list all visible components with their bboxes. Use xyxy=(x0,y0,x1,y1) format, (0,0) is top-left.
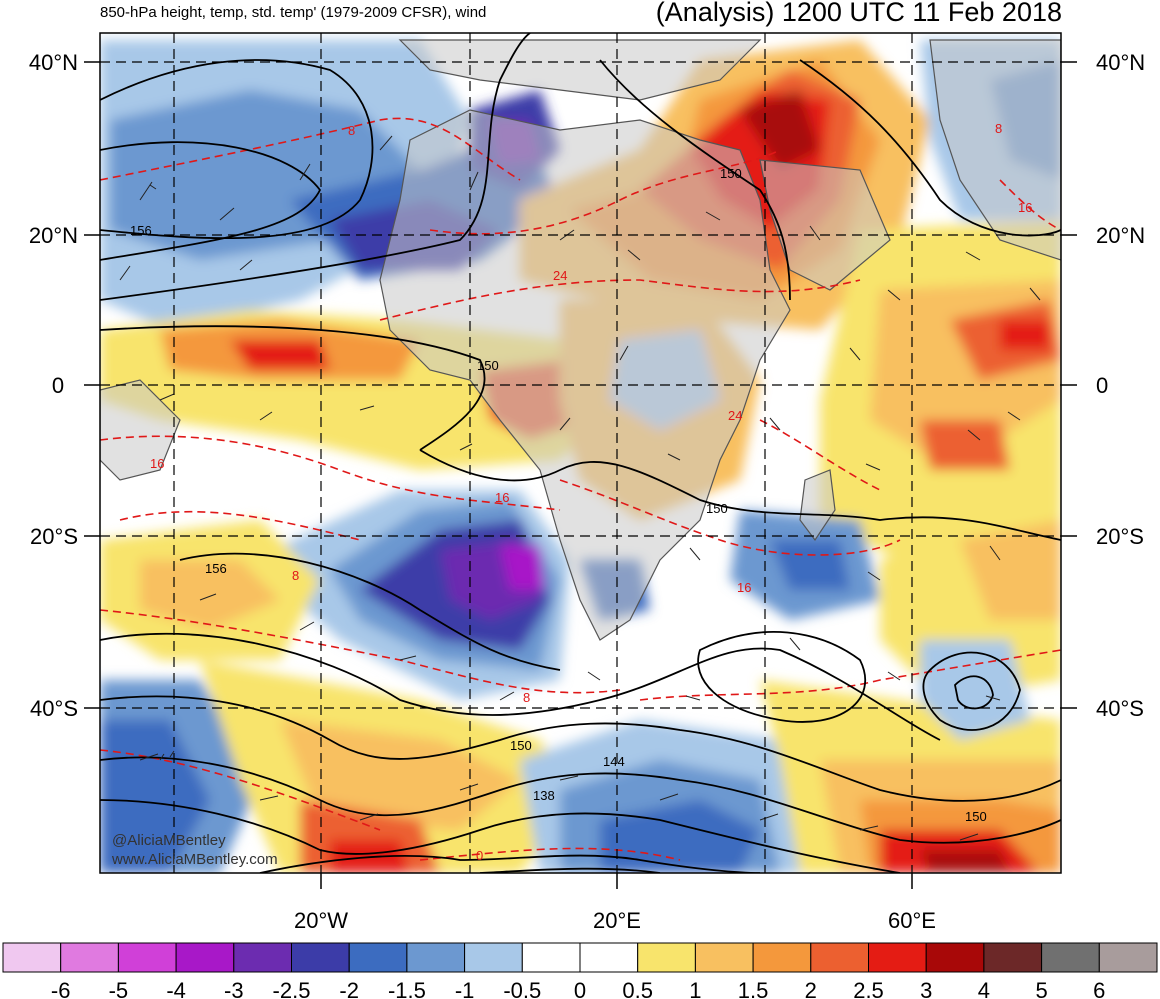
temp-label: 0 xyxy=(476,848,483,863)
temp-label: 16 xyxy=(737,580,751,595)
map-title-left: 850-hPa height, temp, std. temp' (1979-2… xyxy=(100,4,487,21)
colorbar-label: 5 xyxy=(1035,978,1047,999)
colorbar-swatch xyxy=(579,942,639,973)
colorbar-label: 2 xyxy=(805,978,817,999)
colorbar-swatch xyxy=(60,942,119,973)
height-label: 156 xyxy=(130,223,152,238)
lat-label: 20°N xyxy=(29,223,78,248)
lat-label: 40°S xyxy=(30,696,78,721)
colorbar-swatch xyxy=(406,942,466,973)
colorbar-label: -5 xyxy=(109,978,129,999)
colorbar-swatch xyxy=(1041,942,1100,973)
temp-label: 16 xyxy=(150,456,164,471)
height-label: 150 xyxy=(510,738,532,753)
colorbar-swatch xyxy=(175,942,235,973)
temp-label: 16 xyxy=(1018,200,1032,215)
colorbar-swatch xyxy=(752,942,812,973)
lat-label: 40°N xyxy=(29,50,78,75)
lat-label: 20°S xyxy=(1096,524,1144,549)
lat-labels-right: 40°N 20°N 0 20°S 40°S xyxy=(1096,50,1145,721)
lat-labels-left: 40°N 20°N 0 20°S 40°S xyxy=(29,50,78,721)
height-label: 150 xyxy=(477,358,499,373)
credits: @AliciaMBentley www.AliciaMBentley.com xyxy=(111,832,278,868)
colorbar-swatch xyxy=(1098,942,1158,973)
colorbar-swatch xyxy=(233,942,293,973)
colorbar-label: 3 xyxy=(920,978,932,999)
colorbar-swatch xyxy=(464,942,523,973)
colorbar-label: -2.5 xyxy=(273,978,311,999)
colorbar-label: -6 xyxy=(51,978,71,999)
colorbar-swatch xyxy=(521,942,581,973)
temp-label: 8 xyxy=(995,121,1002,136)
isotherms xyxy=(100,117,1061,861)
colorbar-label: 1.5 xyxy=(738,978,769,999)
temp-label: 8 xyxy=(348,123,355,138)
lat-lon-grid xyxy=(100,33,1061,873)
map-title-right: (Analysis) 1200 UTC 11 Feb 2018 xyxy=(655,0,1062,27)
lon-labels: 20°W 20°E 60°E xyxy=(294,908,936,933)
colorbar-label: 0 xyxy=(574,978,586,999)
colorbar-label: -0.5 xyxy=(503,978,541,999)
colorbar-label: 4 xyxy=(978,978,990,999)
height-label: 138 xyxy=(533,788,555,803)
lat-label: 0 xyxy=(1096,373,1108,398)
height-contours xyxy=(100,33,1061,873)
colorbar-label: -1.5 xyxy=(388,978,426,999)
height-label: 150 xyxy=(720,166,742,181)
colorbar-swatch xyxy=(117,942,177,973)
colorbar-label: 1 xyxy=(689,978,701,999)
colorbar-swatch xyxy=(348,942,408,973)
lat-label: 40°S xyxy=(1096,696,1144,721)
map-frame xyxy=(99,32,1062,874)
colorbar-label: -3 xyxy=(224,978,244,999)
colorbar-swatch xyxy=(810,942,869,973)
colorbar-label: 0.5 xyxy=(622,978,653,999)
lon-label: 20°E xyxy=(593,908,641,933)
lat-label: 0 xyxy=(52,373,64,398)
lon-label: 60°E xyxy=(888,908,936,933)
temp-label: 24 xyxy=(553,268,567,283)
colorbar-label: -1 xyxy=(455,978,475,999)
height-label: 150 xyxy=(965,809,987,824)
temp-label: 24 xyxy=(728,408,742,423)
colorbar-swatch xyxy=(694,942,754,973)
colorbar-swatch xyxy=(637,942,696,973)
height-contour-labels: 156 150 150 150 156 150 144 138 150 xyxy=(130,166,987,824)
credit-handle: @AliciaMBentley xyxy=(112,832,226,849)
colorbar: -6 -5 -4 -3 -2.5 -2 -1.5 -1 -0.5 0 0.5 1 1.5 2 2.5 3 4 5 6 xyxy=(2,942,1158,999)
temp-label: 8 xyxy=(523,690,530,705)
colorbar-swatch xyxy=(291,942,350,973)
colorbar-label: -2 xyxy=(339,978,359,999)
lat-label: 20°N xyxy=(1096,223,1145,248)
wind-barbs xyxy=(119,135,1041,841)
temp-label: 8 xyxy=(292,568,299,583)
colorbar-swatch xyxy=(925,942,985,973)
lat-label: 20°S xyxy=(30,524,78,549)
colorbar-label: -4 xyxy=(166,978,186,999)
colorbar-label: 6 xyxy=(1093,978,1105,999)
credit-website: www.AliciaMBentley.com xyxy=(111,851,278,868)
lon-label: 20°W xyxy=(294,908,348,933)
colorbar-swatch xyxy=(983,942,1043,973)
temp-label: 16 xyxy=(495,490,509,505)
colorbar-swatch xyxy=(2,942,62,973)
colorbar-label: 2.5 xyxy=(853,978,884,999)
height-label: 144 xyxy=(603,754,625,769)
colorbar-swatch xyxy=(868,942,927,973)
height-label: 156 xyxy=(205,561,227,576)
lat-label: 40°N xyxy=(1096,50,1145,75)
isotherm-labels: 8 24 16 16 8 24 16 8 16 8 0 xyxy=(150,121,1032,863)
height-label: 150 xyxy=(706,501,728,516)
land-mass xyxy=(100,39,1061,641)
axis-ticks xyxy=(84,61,1077,889)
